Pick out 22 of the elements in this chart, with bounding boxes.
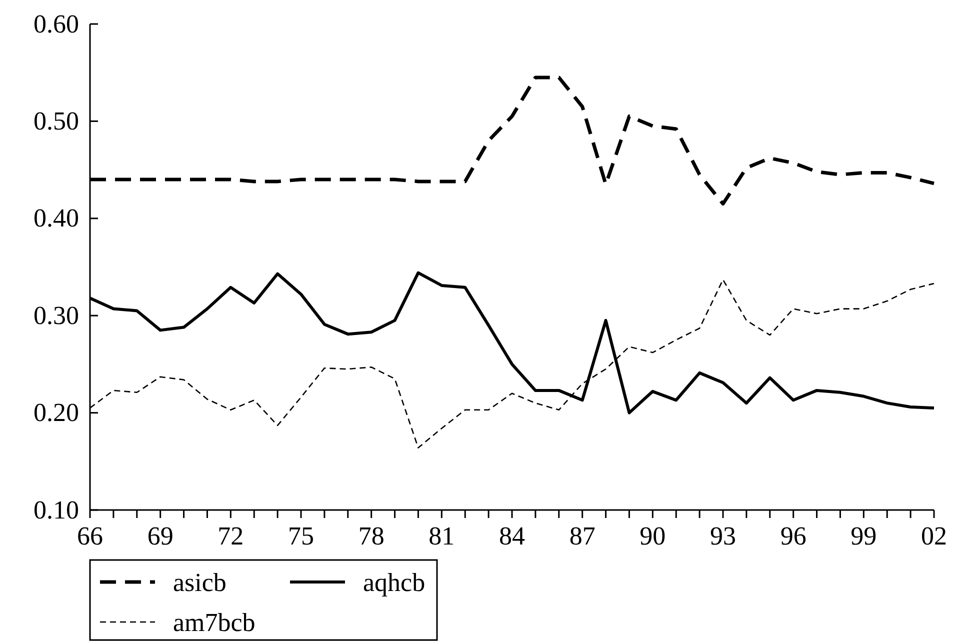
legend-label: aqhcb [363,568,426,597]
x-tick-label: 84 [499,521,525,550]
x-tick-label: 90 [640,521,666,550]
x-tick-label: 99 [850,521,877,550]
y-tick-label: 0.50 [34,106,79,136]
x-tick-label: 78 [358,521,384,550]
y-tick-label: 0.10 [34,495,79,524]
x-tick-label: 93 [710,521,736,550]
legend-label: am7bcb [173,608,256,637]
x-tick-label: 69 [147,521,174,550]
x-tick-label: 72 [218,521,244,550]
legend-label: asicb [173,568,226,597]
y-tick-label: 0.20 [34,398,79,428]
x-tick-label: 75 [288,521,314,550]
y-tick-label: 0.60 [34,9,79,38]
y-tick-label: 0.40 [34,204,79,233]
x-tick-label: 02 [921,521,947,550]
x-tick-label: 96 [780,521,806,550]
y-tick-label: 0.30 [34,300,79,330]
x-tick-label: 66 [77,521,103,550]
x-tick-label: 87 [569,521,596,550]
x-tick-label: 81 [428,521,455,550]
